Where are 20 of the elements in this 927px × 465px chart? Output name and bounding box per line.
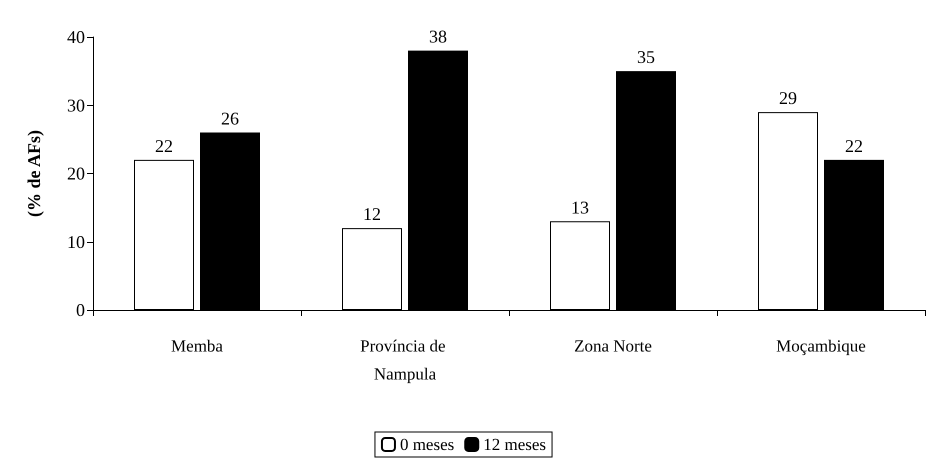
data-label: 35 [637,47,655,68]
y-tick-label: 0 [76,300,85,320]
data-label: 38 [429,26,447,47]
data-label: 26 [221,108,239,129]
data-label: 12 [363,204,381,224]
x-tick-label: Moçambique [776,336,866,356]
legend-label: 12 meses [483,435,546,454]
x-tick-label: Memba [171,336,224,356]
data-label: 13 [571,197,589,218]
legend-label: 0 meses [400,435,454,454]
y-axis-title: (% de AFs) [24,130,44,217]
x-tick-label: Zona Norte [574,336,652,356]
data-label: 22 [155,136,173,156]
data-label: 22 [845,136,863,156]
y-tick-label: 40 [67,27,85,47]
y-tick-label: 10 [67,232,85,252]
y-tick-label: 20 [67,164,85,184]
x-tick-label: Província de Nampula [360,336,450,384]
data-label: 29 [779,88,797,108]
y-tick-label: 30 [67,95,85,116]
